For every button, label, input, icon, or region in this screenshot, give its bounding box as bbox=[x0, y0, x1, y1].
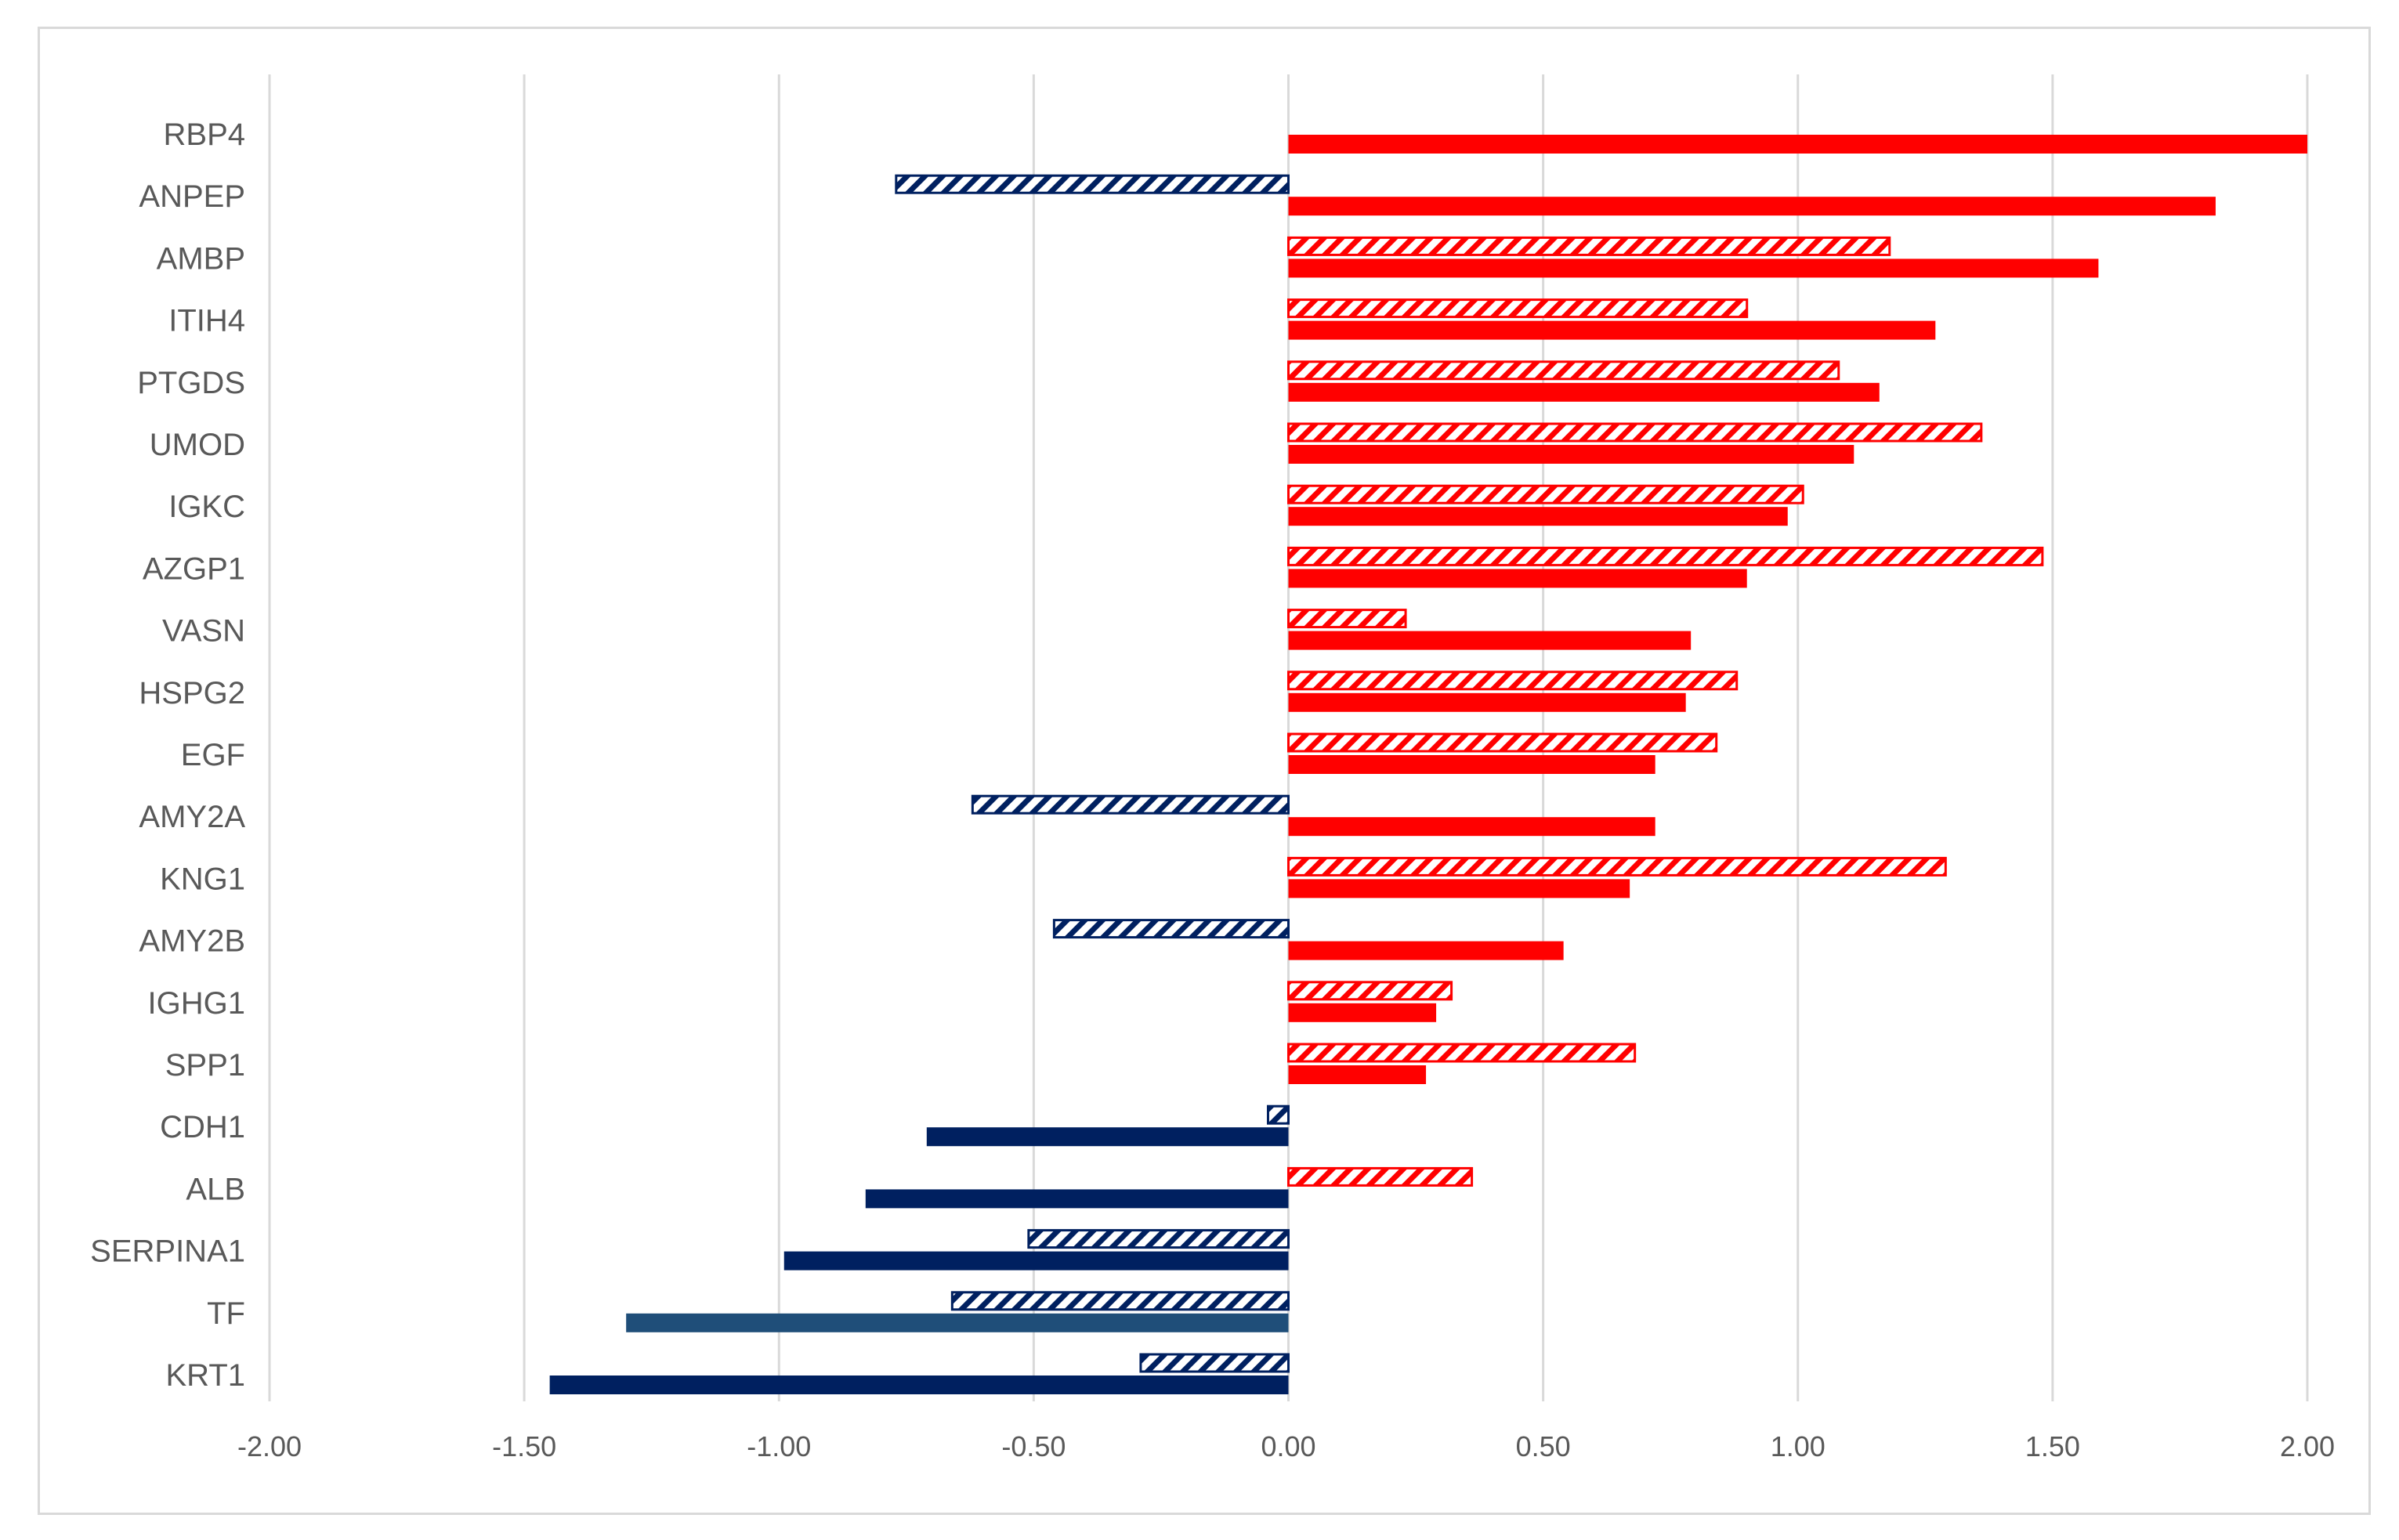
category-label: ITIH4 bbox=[168, 304, 245, 338]
x-tick-label: -0.50 bbox=[1001, 1430, 1066, 1462]
x-tick-labels: -2.00 -1.50 -1.00 -0.50 0.00 0.50 1.00 1.50 2.00 bbox=[237, 1430, 2335, 1462]
x-tick-label: -1.00 bbox=[747, 1430, 811, 1462]
x-tick-label: -2.00 bbox=[237, 1430, 302, 1462]
x-tick-label: -1.50 bbox=[492, 1430, 556, 1462]
category-labels: RBP4 ANPEP AMBP ITIH4 PTGDS UMOD IGKC AZGP1 VASN… bbox=[90, 117, 245, 1393]
category-label: AZGP1 bbox=[143, 551, 245, 586]
hatched-bar-vasn bbox=[1287, 609, 1407, 629]
x-tick-label: 0.50 bbox=[1516, 1430, 1571, 1462]
solid-bar-azgp1 bbox=[1288, 569, 1747, 588]
hatched-bar-anpep bbox=[895, 174, 1290, 194]
category-label: EGF bbox=[181, 738, 245, 772]
solid-bar-ptgds bbox=[1288, 382, 1880, 402]
category-label: VASN bbox=[162, 614, 245, 649]
category-label: ANPEP bbox=[139, 179, 245, 214]
hatched-bar-cdh1 bbox=[1266, 1104, 1290, 1125]
chart-frame: RBP4 ANPEP AMBP ITIH4 PTGDS UMOD IGKC AZGP1 VASN… bbox=[38, 27, 2371, 1515]
bars bbox=[549, 135, 2307, 1394]
category-label: SERPINA1 bbox=[90, 1235, 245, 1269]
solid-bar-hspg2 bbox=[1288, 692, 1686, 712]
category-label: CDH1 bbox=[160, 1110, 245, 1144]
solid-bar-kng1 bbox=[1288, 879, 1630, 898]
category-label: HSPG2 bbox=[139, 676, 245, 710]
category-label: TF bbox=[207, 1296, 245, 1331]
hatched-bar-spp1 bbox=[1287, 1043, 1637, 1063]
hatched-bar-tf bbox=[950, 1291, 1290, 1311]
hatched-bar-alb bbox=[1287, 1166, 1474, 1187]
hatched-bar-ptgds bbox=[1287, 360, 1840, 381]
solid-bar-spp1 bbox=[1288, 1065, 1427, 1084]
bar-chart: RBP4 ANPEP AMBP ITIH4 PTGDS UMOD IGKC AZGP1 VASN… bbox=[90, 74, 2335, 1462]
hatched-bar-itih4 bbox=[1287, 298, 1749, 319]
hatched-bar-serpina1 bbox=[1027, 1229, 1290, 1249]
hatched-bar-krt1 bbox=[1139, 1353, 1290, 1373]
category-label: KRT1 bbox=[165, 1358, 245, 1393]
category-label: AMY2B bbox=[139, 924, 245, 959]
category-label: KNG1 bbox=[160, 862, 245, 896]
solid-bar-amy2b bbox=[1288, 941, 1564, 960]
category-label: SPP1 bbox=[165, 1048, 245, 1083]
category-label: PTGDS bbox=[137, 366, 245, 400]
solid-bar-umod bbox=[1288, 445, 1854, 464]
x-tick-label: 0.00 bbox=[1261, 1430, 1315, 1462]
category-label: AMBP bbox=[157, 241, 245, 276]
solid-bar-alb bbox=[865, 1189, 1289, 1209]
solid-bar-vasn bbox=[1288, 631, 1692, 650]
solid-bar-ighg1 bbox=[1288, 1003, 1437, 1022]
solid-bar-ambp bbox=[1288, 258, 2099, 278]
x-tick-label: 1.00 bbox=[1771, 1430, 1825, 1462]
hatched-bar-egf bbox=[1287, 732, 1718, 753]
category-label: RBP4 bbox=[164, 117, 246, 152]
x-tick-label: 2.00 bbox=[2280, 1430, 2335, 1462]
solid-bar-tf bbox=[626, 1313, 1289, 1332]
category-label: AMY2A bbox=[139, 800, 245, 834]
hatched-bar-azgp1 bbox=[1287, 546, 2044, 566]
solid-bar-cdh1 bbox=[926, 1127, 1289, 1147]
hatched-bar-kng1 bbox=[1287, 856, 1947, 877]
solid-bar-rbp4 bbox=[1288, 135, 2307, 154]
category-label: IGKC bbox=[168, 490, 245, 524]
category-label: IGHG1 bbox=[148, 986, 245, 1021]
solid-bar-igkc bbox=[1288, 507, 1788, 526]
hatched-bar-hspg2 bbox=[1287, 671, 1739, 691]
solid-bar-krt1 bbox=[549, 1376, 1289, 1394]
solid-bar-anpep bbox=[1288, 197, 2216, 216]
hatched-bar-igkc bbox=[1287, 484, 1804, 504]
solid-bar-egf bbox=[1288, 755, 1655, 774]
solid-bar-itih4 bbox=[1288, 320, 1936, 340]
category-label: UMOD bbox=[150, 428, 245, 462]
hatched-bar-amy2b bbox=[1052, 919, 1290, 939]
solid-bar-amy2a bbox=[1288, 817, 1655, 837]
x-tick-label: 1.50 bbox=[2025, 1430, 2080, 1462]
hatched-bar-ighg1 bbox=[1287, 981, 1453, 1001]
category-label: ALB bbox=[186, 1172, 245, 1206]
hatched-bar-amy2a bbox=[971, 794, 1290, 815]
solid-bar-serpina1 bbox=[783, 1251, 1289, 1271]
hatched-bar-ambp bbox=[1287, 236, 1891, 256]
hatched-bar-umod bbox=[1287, 422, 1983, 443]
